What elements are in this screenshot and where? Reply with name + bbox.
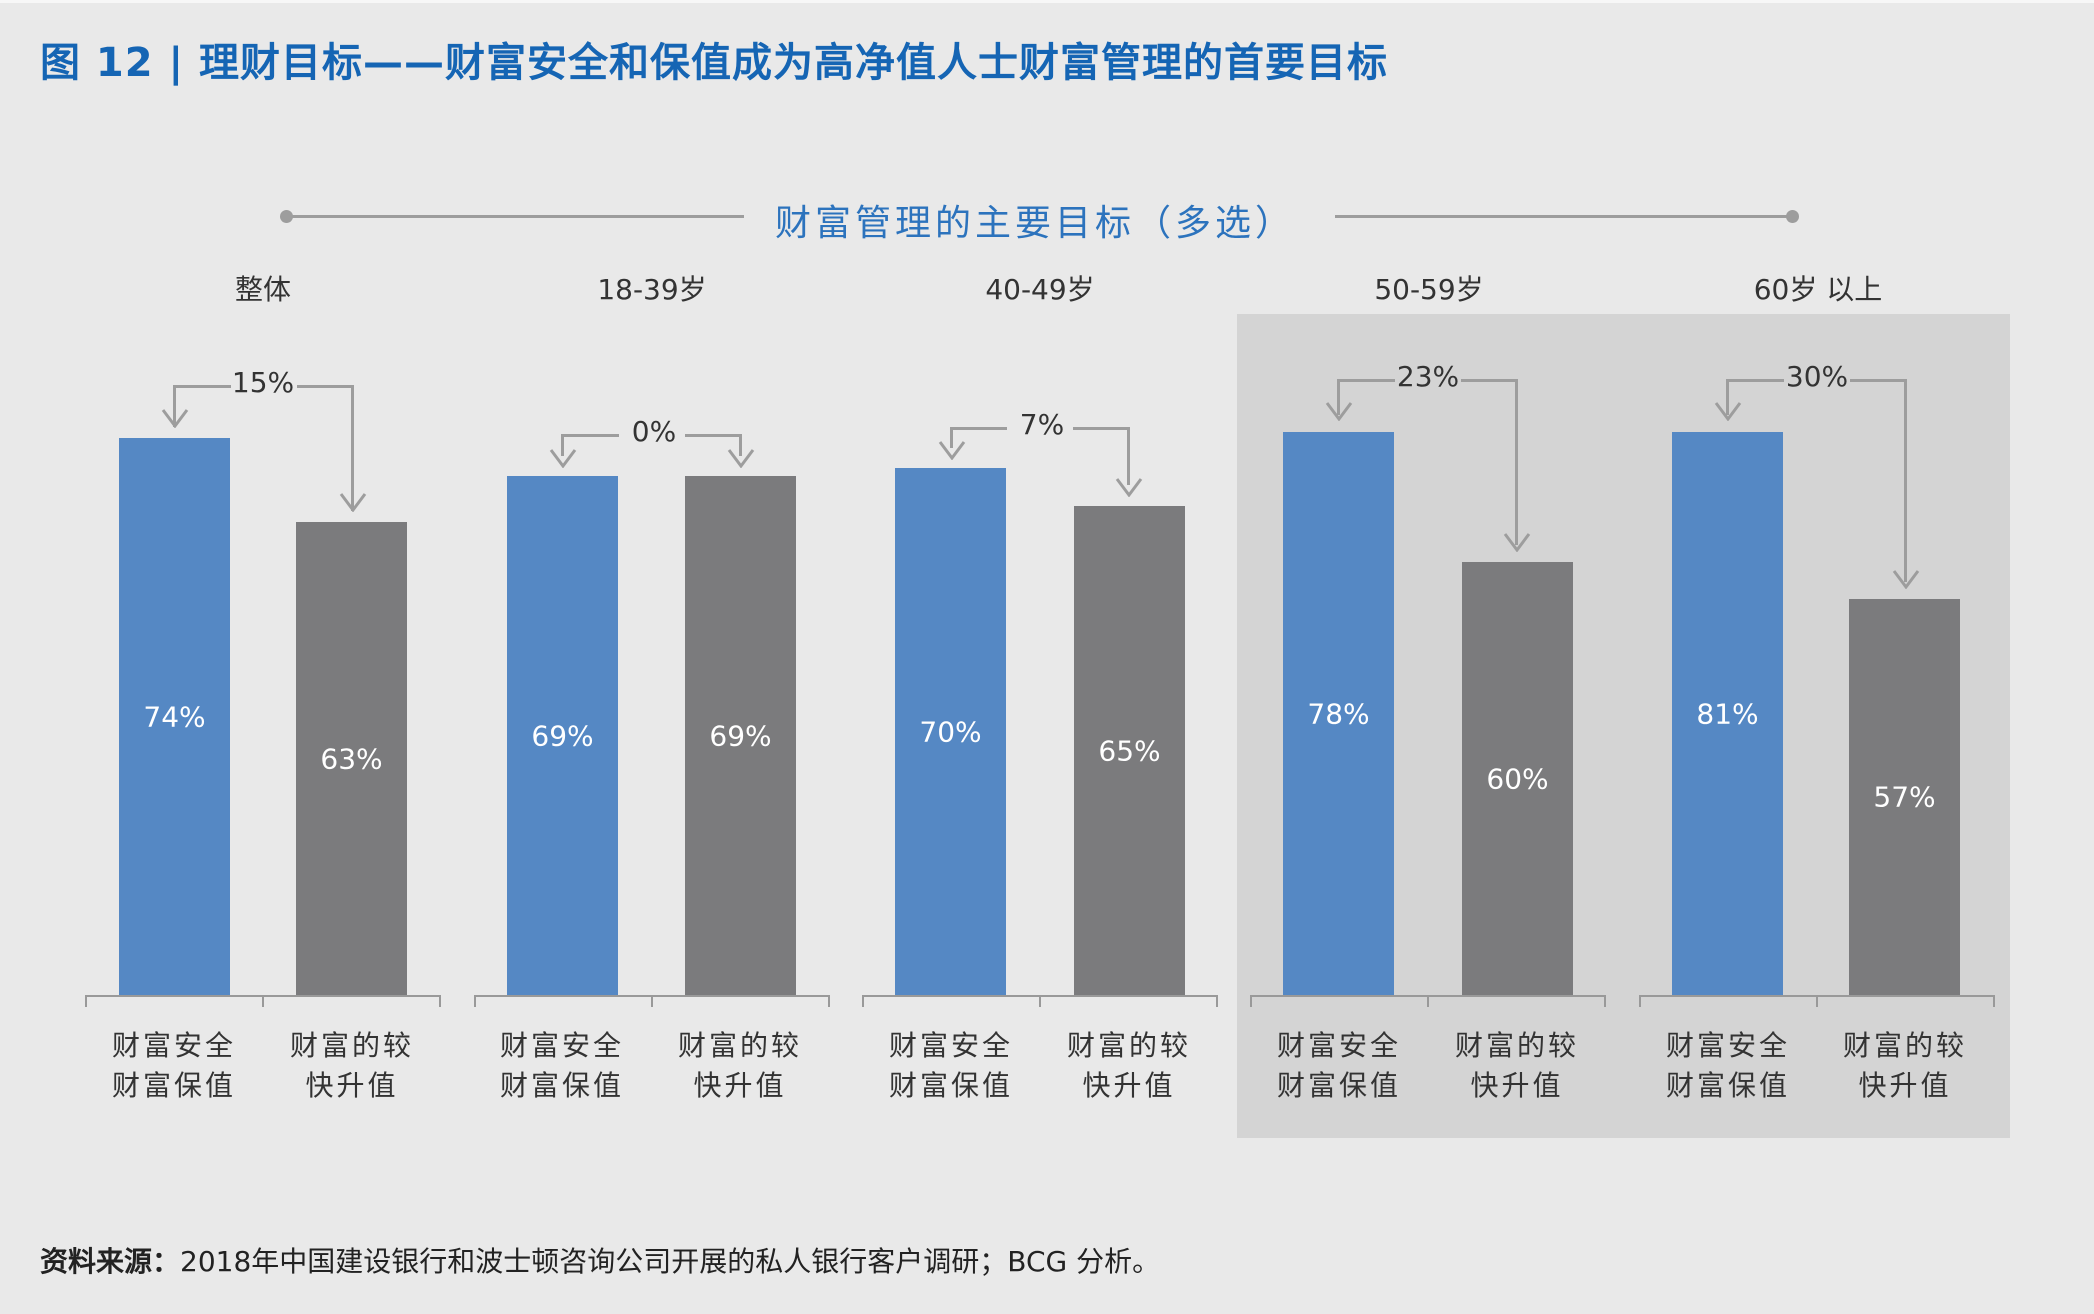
rule-right-dot xyxy=(1786,210,1799,223)
bracket-line xyxy=(950,427,953,448)
bar-growth: 65% xyxy=(1074,506,1185,995)
group-label: 50-59岁 xyxy=(1374,273,1484,306)
bracket-line xyxy=(173,385,231,388)
group-label: 40-49岁 xyxy=(985,273,1095,306)
bracket-line xyxy=(297,385,354,388)
arrow-down-icon xyxy=(1892,570,1920,589)
bar-safety: 74% xyxy=(119,438,230,995)
axis-tick xyxy=(651,995,653,1007)
axis-tick xyxy=(474,995,476,1007)
arrow-down-icon xyxy=(1503,533,1531,552)
bracket-line xyxy=(950,427,1007,430)
bracket-line xyxy=(351,385,354,511)
bracket-line xyxy=(561,434,619,437)
bar-growth: 63% xyxy=(296,522,407,995)
bracket-line xyxy=(1515,379,1518,545)
category-label-growth: 财富的较 快升值 xyxy=(677,1029,802,1102)
difference-label: 30% xyxy=(1785,360,1849,393)
bracket-line xyxy=(1073,427,1130,430)
bracket-line xyxy=(685,434,742,437)
category-label-safety: 财富安全 财富保值 xyxy=(888,1029,1013,1102)
arrow-down-icon xyxy=(727,449,755,468)
bar-safety: 69% xyxy=(507,476,618,995)
bracket-line xyxy=(1127,427,1130,485)
bar-value: 74% xyxy=(143,700,206,733)
bar-value: 65% xyxy=(1098,734,1161,767)
bar-safety: 70% xyxy=(895,468,1006,995)
category-label-safety: 财富安全 财富保值 xyxy=(1665,1029,1790,1102)
category-label-growth: 财富的较 快升值 xyxy=(289,1029,414,1102)
axis-tick xyxy=(262,995,264,1007)
arrow-down-icon xyxy=(549,449,577,468)
bar-value: 70% xyxy=(919,715,982,748)
bracket-line xyxy=(1726,379,1784,382)
chart-subtitle: 财富管理的主要目标（多选） xyxy=(774,203,1295,244)
group-label: 18-39岁 xyxy=(597,273,707,306)
bar-value: 81% xyxy=(1696,697,1759,730)
category-label-safety: 财富安全 财富保值 xyxy=(499,1029,624,1102)
bar-value: 63% xyxy=(320,742,383,775)
difference-label: 0% xyxy=(631,415,677,448)
axis-tick xyxy=(828,995,830,1007)
bar-safety: 78% xyxy=(1283,432,1394,995)
category-label-growth: 财富的较 快升值 xyxy=(1842,1029,1967,1102)
arrow-down-icon xyxy=(339,493,367,512)
bar-growth: 69% xyxy=(685,476,796,995)
category-label-safety: 财富安全 财富保值 xyxy=(1276,1029,1401,1102)
axis-tick xyxy=(439,995,441,1007)
axis-tick xyxy=(85,995,87,1007)
axis-tick xyxy=(1639,995,1641,1007)
bracket-line xyxy=(1850,379,1907,382)
figure-title: 图 12 | 理财目标——财富安全和保值成为高净值人士财富管理的首要目标 xyxy=(40,40,1389,86)
bracket-line xyxy=(739,434,742,456)
bar-safety: 81% xyxy=(1672,432,1783,995)
bar-value: 78% xyxy=(1307,697,1370,730)
bracket-line xyxy=(173,385,176,427)
axis-tick xyxy=(1604,995,1606,1007)
arrow-down-icon xyxy=(161,409,189,428)
axis-tick xyxy=(1427,995,1429,1007)
rule-left xyxy=(287,215,744,218)
arrow-down-icon xyxy=(938,441,966,460)
arrow-down-icon xyxy=(1325,402,1353,421)
axis-tick xyxy=(1816,995,1818,1007)
bar-value: 69% xyxy=(531,719,594,752)
source-label: 资料来源： xyxy=(40,1245,181,1278)
bracket-line xyxy=(1904,379,1907,582)
group-label: 整体 xyxy=(234,273,291,306)
bar-value: 57% xyxy=(1873,780,1936,814)
axis-tick xyxy=(1250,995,1252,1007)
group-label: 60岁 以上 xyxy=(1753,273,1883,306)
bracket-line xyxy=(1337,379,1340,415)
category-label-growth: 财富的较 快升值 xyxy=(1066,1029,1191,1102)
category-label-growth: 财富的较 快升值 xyxy=(1454,1029,1579,1102)
source-text: 2018年中国建设银行和波士顿咨询公司开展的私人银行客户调研；BCG 分析。 xyxy=(180,1245,1161,1278)
bracket-line xyxy=(1461,379,1518,382)
source-note: 资料来源：2018年中国建设银行和波士顿咨询公司开展的私人银行客户调研；BCG … xyxy=(40,1240,1160,1280)
bar-value: 69% xyxy=(709,719,772,752)
bracket-line xyxy=(1726,379,1729,415)
axis-tick xyxy=(862,995,864,1007)
top-strip xyxy=(0,0,2094,3)
arrow-down-icon xyxy=(1714,402,1742,421)
difference-label: 23% xyxy=(1396,360,1460,393)
difference-label: 15% xyxy=(231,366,295,399)
axis-tick xyxy=(1216,995,1218,1007)
bracket-line xyxy=(561,434,564,456)
bar-growth: 60% xyxy=(1462,562,1573,995)
bar-value: 60% xyxy=(1486,762,1549,795)
axis-tick xyxy=(1993,995,1995,1007)
bar-growth: 57% xyxy=(1849,599,1960,995)
bracket-line xyxy=(1337,379,1395,382)
category-label-safety: 财富安全 财富保值 xyxy=(111,1029,236,1102)
arrow-down-icon xyxy=(1115,478,1143,497)
rule-left-dot xyxy=(280,210,293,223)
rule-right xyxy=(1335,215,1792,218)
difference-label: 7% xyxy=(1019,408,1065,441)
axis-tick xyxy=(1039,995,1041,1007)
